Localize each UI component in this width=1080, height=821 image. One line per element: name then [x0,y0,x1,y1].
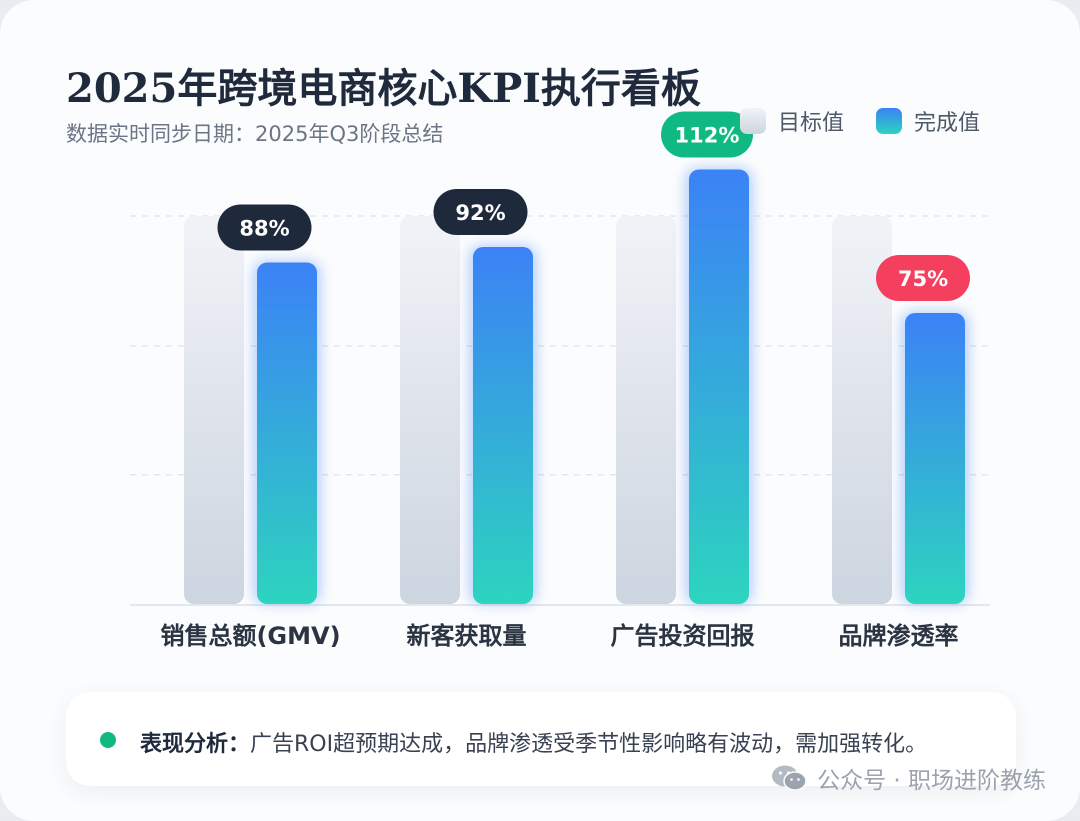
category-labels: 销售总额(GMV) 新客获取量 广告投资回报 品牌渗透率 [160,622,958,650]
actual-bar [473,247,533,605]
data-label-pill [217,204,312,251]
data-label: 75% [898,267,948,291]
actual-bar [257,262,317,604]
insight-panel: 表现分析：广告ROI超预期达成，品牌渗透受季节性影响略有波动，需加强转化。 [66,692,1016,786]
kpi-bar-chart: 销售总额(GMV) 新客获取量 广告投资回报 品牌渗透率 88% 92% 112% 75% [130,111,990,650]
category-label: 销售总额(GMV) [160,622,340,650]
watermark-text: 公众号 · 职场进阶教练 [817,768,1046,794]
insight-body: 广告ROI超预期达成，品牌渗透受季节性影响略有波动，需加强转化。 [250,732,928,757]
category-label: 广告投资回报 [611,622,755,650]
actual-bar [905,313,965,604]
watermark: 公众号 · 职场进阶教练 [771,761,1046,795]
grid-lines [130,215,990,606]
category-label: 新客获取量 [407,622,527,650]
data-label: 92% [455,201,505,225]
legend-swatch-actual [876,108,902,134]
page-subtitle: 数据实时同步日期：2025年Q3阶段总结 [66,122,444,146]
target-bar [400,216,460,604]
legend-item-target: 目标值 [740,106,844,136]
target-bar [184,216,244,604]
actual-bar [689,169,749,604]
data-label: 88% [239,217,289,241]
data-label-pill [876,255,970,301]
insight-text: 表现分析：广告ROI超预期达成，品牌渗透受季节性影响略有波动，需加强转化。 [140,726,927,758]
legend-label-target: 目标值 [778,111,845,136]
legend-item-actual: 完成值 [876,106,980,136]
data-label-pill [433,189,528,236]
page-title: 2025年跨境电商核心KPI执行看板 [66,65,701,112]
status-dot [100,732,116,748]
wechat-icon [772,765,807,791]
bars [184,167,969,605]
legend-label-actual: 完成值 [914,111,981,136]
data-label-pill [661,111,753,158]
insight-label: 表现分析： [140,732,251,757]
target-bar [832,216,892,604]
data-labels: 88% 92% 112% 75% [217,111,970,301]
category-label: 品牌渗透率 [839,622,959,650]
target-bar [616,216,676,604]
data-label: 112% [675,123,740,147]
legend-swatch-target [740,108,766,134]
